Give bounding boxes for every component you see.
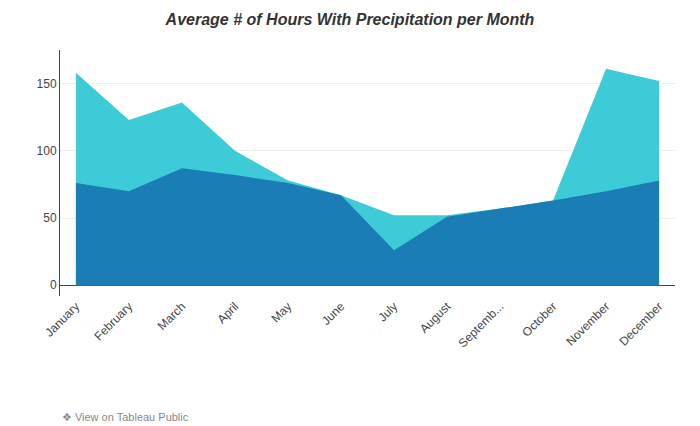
- svg-text:August: August: [417, 299, 454, 336]
- svg-text:July: July: [375, 299, 400, 324]
- svg-text:Average # of Hours With Precip: Average # of Hours With Precipitation pe…: [165, 11, 535, 28]
- svg-text:❖ View on Tableau Public: ❖ View on Tableau Public: [62, 411, 189, 423]
- svg-text:October: October: [519, 299, 559, 339]
- svg-text:March: March: [155, 299, 188, 332]
- svg-text:0: 0: [50, 278, 57, 292]
- svg-text:January: January: [42, 299, 82, 339]
- svg-text:100: 100: [37, 144, 57, 158]
- svg-text:Septemb...: Septemb...: [455, 299, 506, 350]
- svg-text:May: May: [268, 299, 294, 325]
- svg-text:February: February: [91, 299, 135, 343]
- svg-text:150: 150: [37, 77, 57, 91]
- svg-text:June: June: [319, 299, 348, 328]
- svg-text:December: December: [616, 299, 665, 348]
- svg-text:April: April: [214, 299, 241, 326]
- svg-text:50: 50: [43, 211, 57, 225]
- svg-text:November: November: [563, 299, 612, 348]
